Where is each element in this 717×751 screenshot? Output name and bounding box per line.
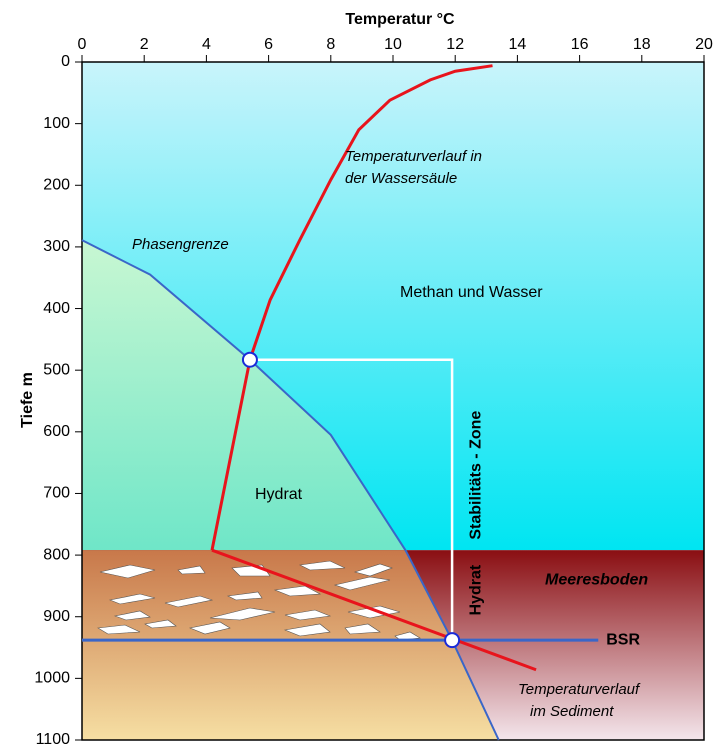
annotation: Phasengrenze <box>132 236 229 253</box>
x-tick-label: 4 <box>202 36 211 53</box>
y-tick-label: 0 <box>61 53 70 70</box>
intersection-point <box>444 632 461 649</box>
y-tick-label: 200 <box>43 176 70 193</box>
y-tick-label: 300 <box>43 238 70 255</box>
x-tick-label: 2 <box>140 36 149 53</box>
x-tick-label: 10 <box>384 36 402 53</box>
series-line <box>210 64 493 551</box>
stability-zone-line <box>249 358 454 641</box>
y-tick-label: 1000 <box>34 670 70 687</box>
y-tick-label: 800 <box>43 546 70 563</box>
series-line <box>211 548 537 672</box>
y-tick-label: 100 <box>43 115 70 132</box>
annotation: im Sediment <box>530 703 614 720</box>
y-tick-label: 700 <box>43 485 70 502</box>
x-tick-label: 14 <box>509 36 527 53</box>
sediment-hydrate-region <box>82 550 499 740</box>
y-tick-label: 400 <box>43 300 70 317</box>
x-tick-label: 12 <box>446 36 464 53</box>
x-tick-label: 16 <box>571 36 589 53</box>
annotation: Methan und Wasser <box>400 284 543 301</box>
x-tick-label: 20 <box>695 36 713 53</box>
annotation: Temperaturverlauf <box>518 681 641 698</box>
rocks <box>97 560 421 641</box>
y-tick-label: 900 <box>43 608 70 625</box>
seafloor-label: Meeresboden <box>545 571 648 588</box>
annotation: der Wassersäule <box>345 170 457 187</box>
x-tick-label: 0 <box>78 36 87 53</box>
y-tick-label: 500 <box>43 361 70 378</box>
x-tick-label: 8 <box>326 36 335 53</box>
x-tick-label: 6 <box>264 36 273 53</box>
annotation: Temperaturverlauf in <box>345 148 482 165</box>
stability-zone-label: Stabilitäts - Zone <box>467 411 484 540</box>
y-tick-label: 1100 <box>36 731 71 746</box>
bsr-label: BSR <box>606 631 640 648</box>
y-axis-title: Tiefe m <box>19 372 36 428</box>
x-tick-label: 18 <box>633 36 651 53</box>
x-axis-title: Temperatur °C <box>345 11 455 28</box>
intersection-point <box>241 351 258 368</box>
foreground: 0 2 4 6 8 10 12 14 16 18 2001002003004005006007008… <box>19 11 713 748</box>
stability-zone-label: Hydrat <box>467 564 484 615</box>
y-tick-label: 600 <box>43 423 70 440</box>
annotation: Hydrat <box>255 486 303 503</box>
